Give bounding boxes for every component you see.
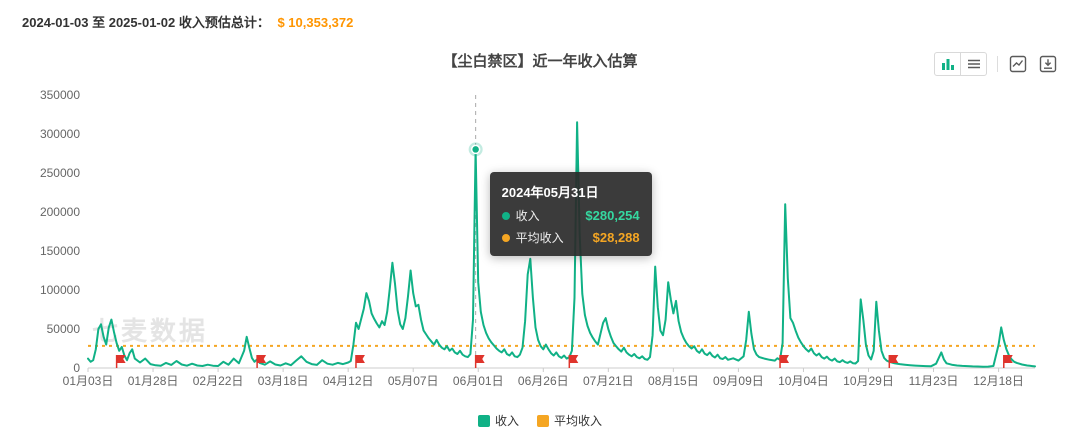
version-flag-icon[interactable] bbox=[475, 355, 485, 363]
legend-revenue-label: 收入 bbox=[494, 414, 519, 428]
version-flag-icon[interactable] bbox=[780, 355, 790, 363]
revenue-legend-swatch-icon bbox=[477, 414, 490, 427]
y-axis-label: 200000 bbox=[40, 205, 80, 219]
version-flag-icon[interactable] bbox=[355, 355, 365, 363]
y-axis-label: 250000 bbox=[40, 166, 80, 180]
tooltip-row-revenue: 收入 $280,254 bbox=[501, 207, 640, 224]
x-axis-label: 10月29日 bbox=[843, 374, 894, 388]
average-dot-icon bbox=[501, 233, 510, 242]
download-icon[interactable] bbox=[1038, 54, 1058, 74]
x-axis-label: 06月26日 bbox=[518, 374, 569, 388]
y-axis-label: 100000 bbox=[40, 283, 80, 297]
x-axis-label: 07月21日 bbox=[583, 374, 634, 388]
summary-total-amount: $ 10,353,372 bbox=[277, 15, 354, 30]
x-axis-label: 05月07日 bbox=[388, 374, 439, 388]
chart-type-switch bbox=[934, 52, 987, 76]
revenue-summary: 2024-01-03 至 2025-01-02 收入预估总计： $ 10,353… bbox=[22, 12, 353, 31]
y-axis-label: 150000 bbox=[40, 244, 80, 258]
legend-item-average[interactable]: 平均收入 bbox=[537, 412, 602, 429]
chart-image-icon[interactable] bbox=[1008, 54, 1028, 74]
x-axis-label: 04月12日 bbox=[323, 374, 374, 388]
highlight-point[interactable] bbox=[470, 144, 481, 155]
tooltip-revenue-label: 收入 bbox=[515, 209, 540, 223]
chart-toolbar bbox=[934, 52, 1058, 76]
x-axis-label: 01月03日 bbox=[63, 374, 114, 388]
revenue-dot-icon bbox=[501, 211, 510, 220]
toolbar-divider bbox=[997, 56, 998, 72]
list-view-icon[interactable] bbox=[960, 53, 986, 75]
legend-item-revenue[interactable]: 收入 bbox=[477, 412, 519, 429]
x-axis-label: 02月22日 bbox=[193, 374, 244, 388]
legend-average-label: 平均收入 bbox=[554, 414, 603, 428]
x-axis-label: 09月09日 bbox=[713, 374, 764, 388]
chart-tooltip: 2024年05月31日 收入 $280,254 平均收入 $28,288 bbox=[489, 172, 652, 256]
version-flag-icon[interactable] bbox=[1003, 355, 1013, 363]
version-flag-icon[interactable] bbox=[569, 355, 579, 363]
x-axis-label: 01月28日 bbox=[128, 374, 179, 388]
chart-legend: 收入 平均收入 bbox=[0, 412, 1080, 429]
summary-period-label: 2024-01-03 至 2025-01-02 收入预估总计： bbox=[22, 15, 270, 30]
x-axis-label: 12月18日 bbox=[973, 374, 1024, 388]
bar-chart-view-icon[interactable] bbox=[935, 53, 960, 75]
y-axis-label: 0 bbox=[73, 361, 80, 375]
average-legend-swatch-icon bbox=[537, 414, 549, 427]
y-axis-label: 50000 bbox=[47, 322, 81, 336]
y-axis-label: 300000 bbox=[40, 127, 80, 141]
x-axis-label: 06月01日 bbox=[453, 374, 504, 388]
tooltip-average-label: 平均收入 bbox=[515, 231, 564, 245]
x-axis-label: 03月18日 bbox=[258, 374, 309, 388]
watermark: 七麦数据 bbox=[92, 316, 208, 346]
version-flag-icon[interactable] bbox=[116, 355, 126, 363]
y-axis-label: 350000 bbox=[40, 88, 80, 102]
tooltip-date: 2024年05月31日 bbox=[501, 185, 599, 200]
tooltip-row-average: 平均收入 $28,288 bbox=[501, 229, 640, 246]
x-axis-label: 11月23日 bbox=[909, 374, 959, 388]
tooltip-average-value: $28,288 bbox=[592, 230, 640, 245]
version-flag-icon[interactable] bbox=[257, 355, 267, 363]
x-axis-label: 10月04日 bbox=[778, 374, 829, 388]
tooltip-revenue-value: $280,254 bbox=[585, 208, 640, 223]
x-axis-label: 08月15日 bbox=[648, 374, 699, 388]
version-flag-icon[interactable] bbox=[889, 355, 899, 363]
